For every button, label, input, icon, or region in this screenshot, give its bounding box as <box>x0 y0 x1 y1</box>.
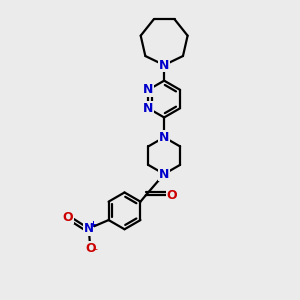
Text: N: N <box>143 83 153 96</box>
Text: O: O <box>85 242 95 255</box>
Text: N: N <box>84 222 94 235</box>
Text: N: N <box>159 58 169 72</box>
Text: N: N <box>143 102 153 115</box>
Text: O: O <box>63 211 74 224</box>
Text: ⁻: ⁻ <box>93 247 98 257</box>
Text: N: N <box>159 131 169 144</box>
Text: N: N <box>159 168 169 181</box>
Text: +: + <box>89 220 97 229</box>
Text: O: O <box>167 189 177 202</box>
